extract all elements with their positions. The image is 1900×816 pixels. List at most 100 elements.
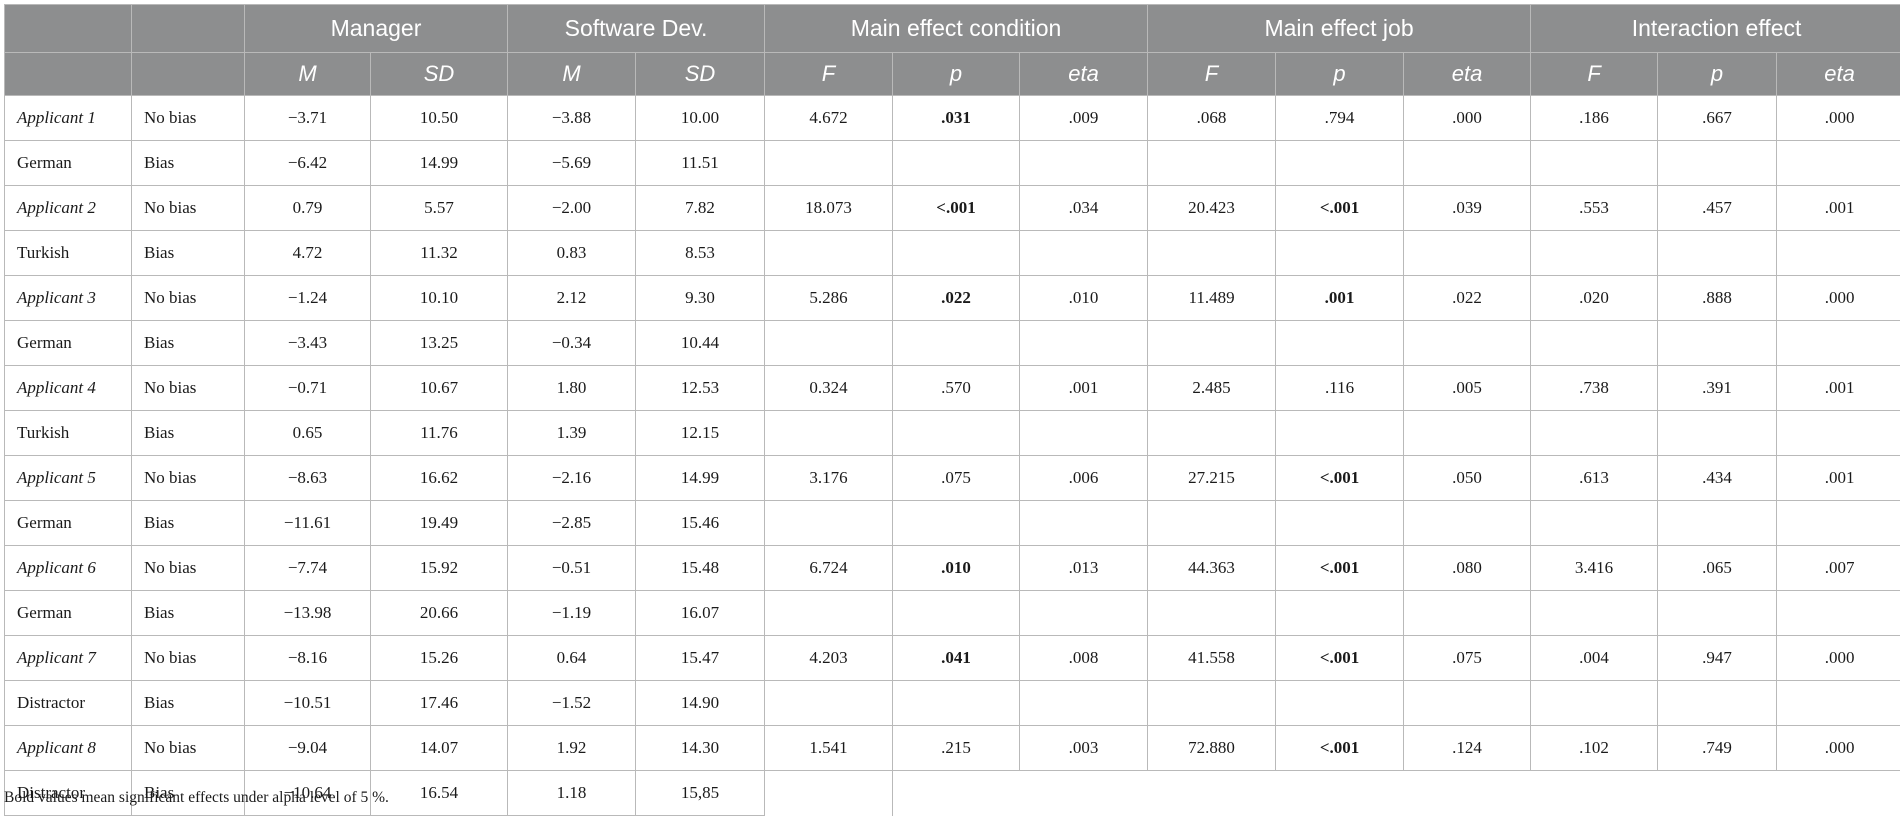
header-group-manager: Manager [245, 5, 508, 53]
value-cell: .001 [1276, 276, 1404, 321]
value-cell: .000 [1777, 96, 1900, 141]
table-footnote: Bold values mean significant effects und… [4, 789, 389, 807]
value-cell: 4.672 [765, 96, 893, 141]
header-sub-manager-m: M [245, 53, 371, 96]
value-cell: .005 [1404, 366, 1531, 411]
value-cell: 10.67 [371, 366, 508, 411]
value-cell: 1.92 [508, 726, 636, 771]
value-cell: 6.724 [765, 546, 893, 591]
row-group-label: German [5, 141, 132, 186]
empty-cell [1148, 141, 1276, 186]
value-cell: .667 [1658, 96, 1777, 141]
value-cell: <.001 [893, 186, 1020, 231]
value-cell: .888 [1658, 276, 1777, 321]
empty-cell [765, 321, 893, 366]
empty-cell [1148, 681, 1276, 726]
results-table: Manager Software Dev. Main effect condit… [4, 4, 1900, 816]
header-group-main-effect-job: Main effect job [1148, 5, 1531, 53]
value-cell: −0.71 [245, 366, 371, 411]
row-applicant-label: Applicant 1 [5, 96, 132, 141]
value-cell: −1.19 [508, 591, 636, 636]
row-applicant-label: Applicant 6 [5, 546, 132, 591]
value-cell: 0.79 [245, 186, 371, 231]
value-cell: 5.286 [765, 276, 893, 321]
value-cell: .000 [1777, 636, 1900, 681]
empty-cell [1777, 681, 1900, 726]
value-cell: 15,85 [636, 771, 765, 816]
value-cell: 10.44 [636, 321, 765, 366]
row-condition-label: Bias [132, 411, 245, 456]
empty-cell [1020, 141, 1148, 186]
value-cell: 11.489 [1148, 276, 1276, 321]
value-cell: 72.880 [1148, 726, 1276, 771]
header-sub-condition-eta: eta [1020, 53, 1148, 96]
empty-cell [1404, 591, 1531, 636]
empty-cell [1404, 501, 1531, 546]
value-cell: .003 [1020, 726, 1148, 771]
value-cell: 1.541 [765, 726, 893, 771]
empty-cell [1404, 681, 1531, 726]
header-sub-software-sd: SD [636, 53, 765, 96]
value-cell: 20.66 [371, 591, 508, 636]
value-cell: .570 [893, 366, 1020, 411]
empty-cell [1276, 231, 1404, 276]
value-cell: .749 [1658, 726, 1777, 771]
value-cell: 17.46 [371, 681, 508, 726]
value-cell: .068 [1148, 96, 1276, 141]
value-cell: .391 [1658, 366, 1777, 411]
empty-cell [1276, 141, 1404, 186]
row-condition-label: No bias [132, 636, 245, 681]
empty-cell [1148, 591, 1276, 636]
row-group-label: Turkish [5, 231, 132, 276]
header-group-row: Manager Software Dev. Main effect condit… [5, 5, 1900, 53]
value-cell: 15.47 [636, 636, 765, 681]
value-cell: <.001 [1276, 456, 1404, 501]
header-sub-interaction-eta: eta [1777, 53, 1900, 96]
empty-cell [765, 231, 893, 276]
value-cell: 5.57 [371, 186, 508, 231]
row-condition-label: Bias [132, 501, 245, 546]
value-cell: 0.65 [245, 411, 371, 456]
empty-cell [765, 141, 893, 186]
value-cell: .613 [1531, 456, 1658, 501]
value-cell: .022 [1404, 276, 1531, 321]
row-condition-label: Bias [132, 681, 245, 726]
value-cell: 15.26 [371, 636, 508, 681]
value-cell: 0.324 [765, 366, 893, 411]
value-cell: <.001 [1276, 726, 1404, 771]
row-applicant-label: Applicant 4 [5, 366, 132, 411]
header-corner [132, 5, 245, 53]
empty-cell [1777, 231, 1900, 276]
empty-cell [1531, 321, 1658, 366]
empty-cell [1020, 411, 1148, 456]
value-cell: −0.51 [508, 546, 636, 591]
header-sub-manager-sd: SD [371, 53, 508, 96]
value-cell: 12.15 [636, 411, 765, 456]
value-cell: 27.215 [1148, 456, 1276, 501]
row-condition-label: Bias [132, 141, 245, 186]
value-cell: 7.82 [636, 186, 765, 231]
row-condition-label: No bias [132, 276, 245, 321]
row-condition-label: No bias [132, 456, 245, 501]
value-cell: .065 [1658, 546, 1777, 591]
row-group-label: Distractor [5, 681, 132, 726]
empty-cell [1276, 501, 1404, 546]
empty-cell [1777, 411, 1900, 456]
empty-cell [1020, 681, 1148, 726]
value-cell: 8.53 [636, 231, 765, 276]
value-cell: <.001 [1276, 186, 1404, 231]
value-cell: .116 [1276, 366, 1404, 411]
row-group-label: German [5, 321, 132, 366]
empty-cell [1276, 411, 1404, 456]
header-group-main-effect-condition: Main effect condition [765, 5, 1148, 53]
value-cell: 14.30 [636, 726, 765, 771]
row-applicant-label: Applicant 5 [5, 456, 132, 501]
empty-cell [765, 411, 893, 456]
value-cell: .000 [1777, 726, 1900, 771]
